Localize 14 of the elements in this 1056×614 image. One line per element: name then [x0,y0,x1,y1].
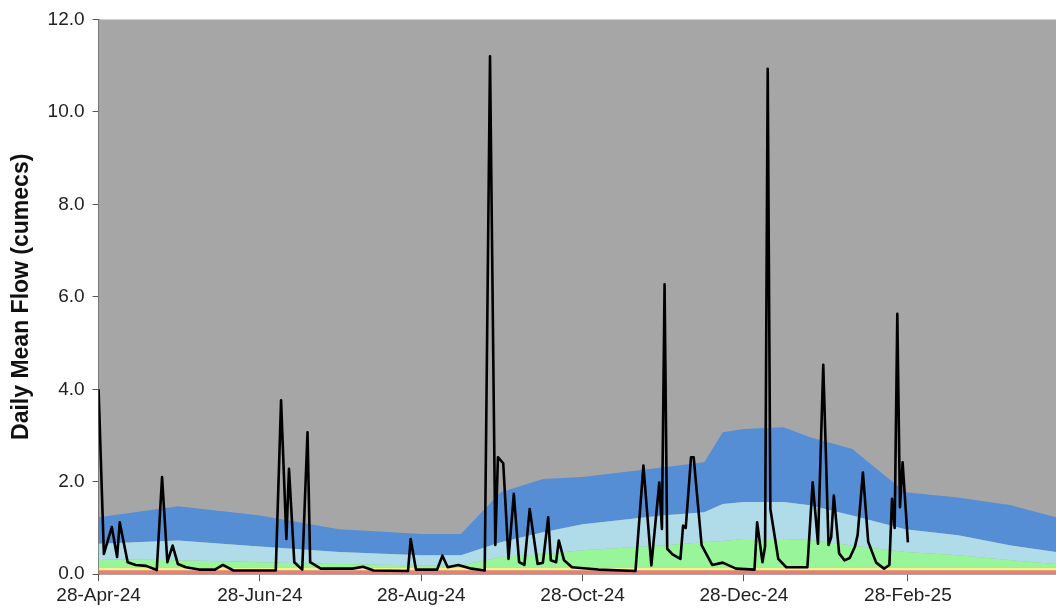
y-tick-label: 12.0 [47,7,85,29]
x-tick-label: 28-Apr-24 [56,583,142,605]
x-tick-label: 28-Aug-24 [376,583,467,605]
y-tick-label: 10.0 [47,100,85,122]
y-axis-title: Daily Mean Flow (cumecs) [7,153,34,440]
y-tick-label: 8.0 [58,192,85,214]
x-tick-label: 28-Jun-24 [217,583,304,605]
x-tick-label: 28-Dec-24 [699,583,789,605]
y-tick-label: 4.0 [58,377,85,399]
y-tick-label: 6.0 [58,285,85,307]
x-tick-label: 28-Feb-25 [864,583,952,605]
y-tick-label: 2.0 [58,469,85,491]
y-tick-label: 0.0 [58,562,85,584]
x-tick-label: 28-Oct-24 [540,583,626,605]
